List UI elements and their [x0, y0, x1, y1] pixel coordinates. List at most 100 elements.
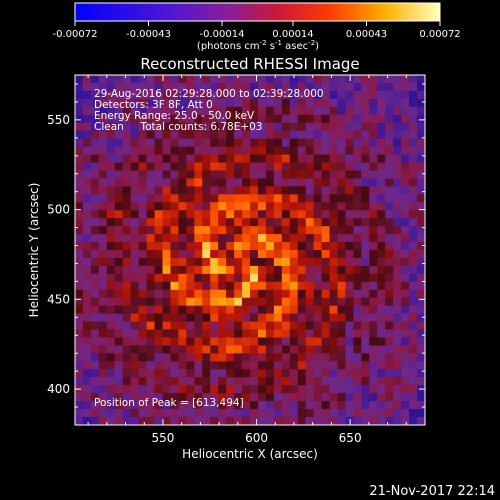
heatmap-cell	[321, 114, 330, 124]
heatmap-cell	[289, 321, 299, 330]
heatmap-cell	[106, 210, 116, 219]
heatmap-cell	[281, 75, 291, 84]
heatmap-cell	[361, 321, 370, 330]
heatmap-cell	[409, 257, 418, 267]
heatmap-cell	[265, 122, 275, 131]
heatmap-cell	[154, 345, 163, 354]
heatmap-cell	[170, 393, 179, 402]
heatmap-cell	[337, 345, 346, 354]
heatmap-cell	[242, 289, 251, 299]
heatmap-cell	[337, 210, 346, 219]
heatmap-cell	[250, 313, 259, 322]
heatmap-cell	[122, 226, 131, 235]
heatmap-cell	[281, 313, 291, 322]
heatmap-cell	[162, 417, 171, 425]
heatmap-cell	[218, 297, 227, 306]
heatmap-cell	[146, 265, 155, 275]
heatmap-cell	[194, 329, 203, 338]
heatmap-cell	[369, 242, 378, 251]
heatmap-cell	[138, 138, 147, 147]
heatmap-cell	[194, 218, 203, 227]
heatmap-cell	[154, 242, 163, 251]
heatmap-cell	[114, 122, 124, 131]
heatmap-cell	[409, 186, 418, 195]
heatmap-cell	[417, 250, 425, 259]
heatmap-cell	[210, 194, 219, 203]
heatmap-cell	[210, 178, 219, 187]
heatmap-cell	[321, 130, 330, 139]
heatmap-cell	[281, 226, 291, 235]
heatmap-cell	[409, 146, 418, 155]
heatmap-cell	[345, 337, 354, 346]
heatmap-cell	[409, 218, 418, 227]
heatmap-cell	[377, 321, 386, 330]
heatmap-cell	[329, 186, 338, 195]
heatmap-cell	[130, 281, 139, 291]
heatmap-cell	[106, 250, 116, 259]
heatmap-cell	[305, 401, 314, 410]
heatmap-cell	[170, 122, 179, 131]
heatmap-cell	[337, 75, 346, 84]
heatmap-cell	[361, 305, 370, 314]
heatmap-cell	[242, 178, 251, 187]
heatmap-cell	[289, 297, 299, 306]
heatmap-cell	[114, 210, 124, 219]
heatmap-cell	[154, 313, 163, 322]
heatmap-cell	[90, 409, 100, 418]
heatmap-cell	[289, 353, 299, 362]
heatmap-cell	[226, 361, 235, 370]
heatmap-cell	[178, 265, 187, 275]
heatmap-cell	[257, 257, 267, 267]
heatmap-cell	[313, 345, 322, 354]
heatmap-cell	[218, 242, 227, 251]
heatmap-cell	[114, 242, 124, 251]
heatmap-cell	[226, 353, 235, 362]
heatmap-cell	[385, 305, 394, 314]
heatmap-cell	[337, 178, 346, 187]
heatmap-cell	[122, 194, 131, 203]
heatmap-cell	[345, 321, 354, 330]
heatmap-cell	[114, 138, 124, 147]
heatmap-cell	[114, 265, 124, 275]
heatmap-cell	[106, 289, 116, 299]
heatmap-cell	[401, 289, 410, 299]
y-tick-label: 400	[47, 382, 70, 396]
heatmap-cell	[257, 242, 267, 251]
heatmap-cell	[170, 178, 179, 187]
heatmap-cell	[401, 353, 410, 362]
heatmap-cell	[178, 122, 187, 131]
heatmap-cell	[377, 401, 386, 410]
heatmap-cell	[186, 329, 195, 338]
heatmap-cell	[313, 194, 322, 203]
heatmap-cell	[313, 265, 322, 275]
heatmap-cell	[417, 257, 425, 267]
heatmap-cell	[218, 194, 227, 203]
heatmap-cell	[82, 186, 92, 195]
heatmap-cell	[162, 82, 171, 92]
heatmap-cell	[130, 353, 139, 362]
heatmap-cell	[265, 337, 275, 346]
heatmap-cell	[345, 393, 354, 402]
heatmap-cell	[82, 409, 92, 418]
heatmap-cell	[345, 114, 354, 124]
heatmap-cell	[321, 353, 330, 362]
heatmap-cell	[146, 401, 155, 410]
heatmap-cell	[114, 401, 124, 410]
x-axis-label: Heliocentric X (arcsec)	[182, 447, 318, 461]
heatmap-cell	[178, 281, 187, 291]
heatmap-cell	[234, 162, 243, 171]
heatmap-cell	[90, 122, 100, 131]
heatmap-cell	[305, 297, 314, 306]
heatmap-cell	[146, 82, 155, 92]
heatmap-cell	[178, 353, 187, 362]
heatmap-cell	[154, 297, 163, 306]
heatmap-cell	[226, 297, 235, 306]
heatmap-cell	[385, 345, 394, 354]
heatmap-cell	[273, 234, 283, 243]
heatmap-cell	[257, 162, 267, 171]
heatmap-cell	[250, 273, 259, 283]
heatmap-cell	[226, 106, 235, 116]
heatmap-cell	[273, 130, 283, 139]
heatmap-cell	[114, 130, 124, 139]
heatmap-cell	[194, 313, 203, 322]
